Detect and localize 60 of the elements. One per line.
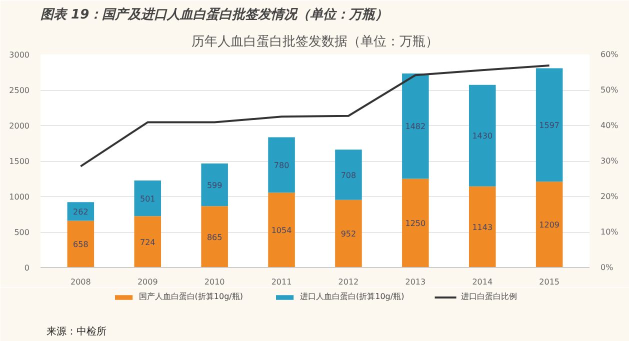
bar	[201, 206, 228, 268]
x-tick-label: 2009	[137, 278, 158, 286]
legend-label: 进口白蛋白比例	[461, 291, 518, 302]
y-tick-label: 2500	[9, 86, 30, 95]
bar	[335, 200, 362, 268]
bar	[536, 182, 563, 268]
y-tick-label: 1000	[9, 192, 30, 202]
bar	[134, 180, 162, 216]
bar	[67, 202, 94, 221]
bar	[402, 178, 429, 268]
bar	[268, 192, 295, 268]
bar	[402, 74, 429, 179]
x-tick-label: 2015	[539, 278, 560, 286]
x-tick-label: 2013	[405, 278, 426, 286]
y-tick-label: 2000	[9, 122, 30, 130]
chart-subtitle: 历年人血白蛋白批签发数据（单位：万瓶）	[192, 34, 438, 50]
bar	[468, 84, 496, 186]
data-label: 865	[206, 232, 222, 242]
data-label: 1143	[472, 222, 493, 232]
legend-label: 国产人血白蛋白(折算10g/瓶)	[138, 291, 243, 302]
bar	[67, 220, 94, 268]
bar	[335, 150, 362, 200]
x-tick-label: 2012	[338, 278, 359, 286]
x-tick-label: 2010	[204, 278, 225, 286]
y2-tick-label: 20%	[600, 192, 619, 201]
source-note: 来源：中检所	[46, 326, 106, 338]
data-label: 1482	[405, 122, 426, 132]
bar	[201, 164, 228, 206]
data-label: 1250	[405, 219, 426, 228]
y2-tick-label: 30%	[600, 156, 619, 166]
bar	[468, 186, 496, 268]
y-tick-label: 1500	[9, 157, 30, 166]
chart-title: 图表 19：国产及进口人血白蛋白批签发情况（单位：万瓶）	[40, 6, 388, 22]
data-label: 1597	[539, 120, 560, 130]
data-label: 724	[140, 238, 156, 247]
data-label: 1430	[472, 132, 493, 141]
data-label: 708	[340, 170, 356, 180]
x-tick-label: 2011	[271, 278, 292, 286]
data-label: 501	[140, 194, 156, 204]
y-tick-label: 3000	[9, 50, 30, 60]
y-tick-label: 0	[24, 264, 30, 272]
data-label: 599	[206, 180, 222, 190]
data-label: 1209	[539, 220, 560, 230]
y2-tick-label: 60%	[600, 50, 619, 59]
y2-tick-label: 40%	[600, 121, 619, 130]
bar	[134, 216, 162, 268]
y2-tick-label: 50%	[600, 86, 619, 94]
legend-label: 进口人血白蛋白(折算10g/瓶)	[300, 291, 404, 302]
data-label: 1054	[271, 226, 292, 236]
data-label: 262	[73, 207, 88, 216]
y2-tick-label: 10%	[600, 228, 619, 236]
data-label: 780	[274, 160, 290, 170]
x-tick-label: 2014	[472, 278, 493, 286]
bar	[536, 68, 563, 182]
bar	[268, 137, 295, 193]
data-label: 952	[340, 230, 356, 239]
y-tick-label: 500	[14, 228, 30, 237]
data-label: 658	[73, 240, 88, 250]
y2-tick-label: 0%	[600, 263, 614, 272]
x-tick-label: 2008	[70, 278, 91, 286]
